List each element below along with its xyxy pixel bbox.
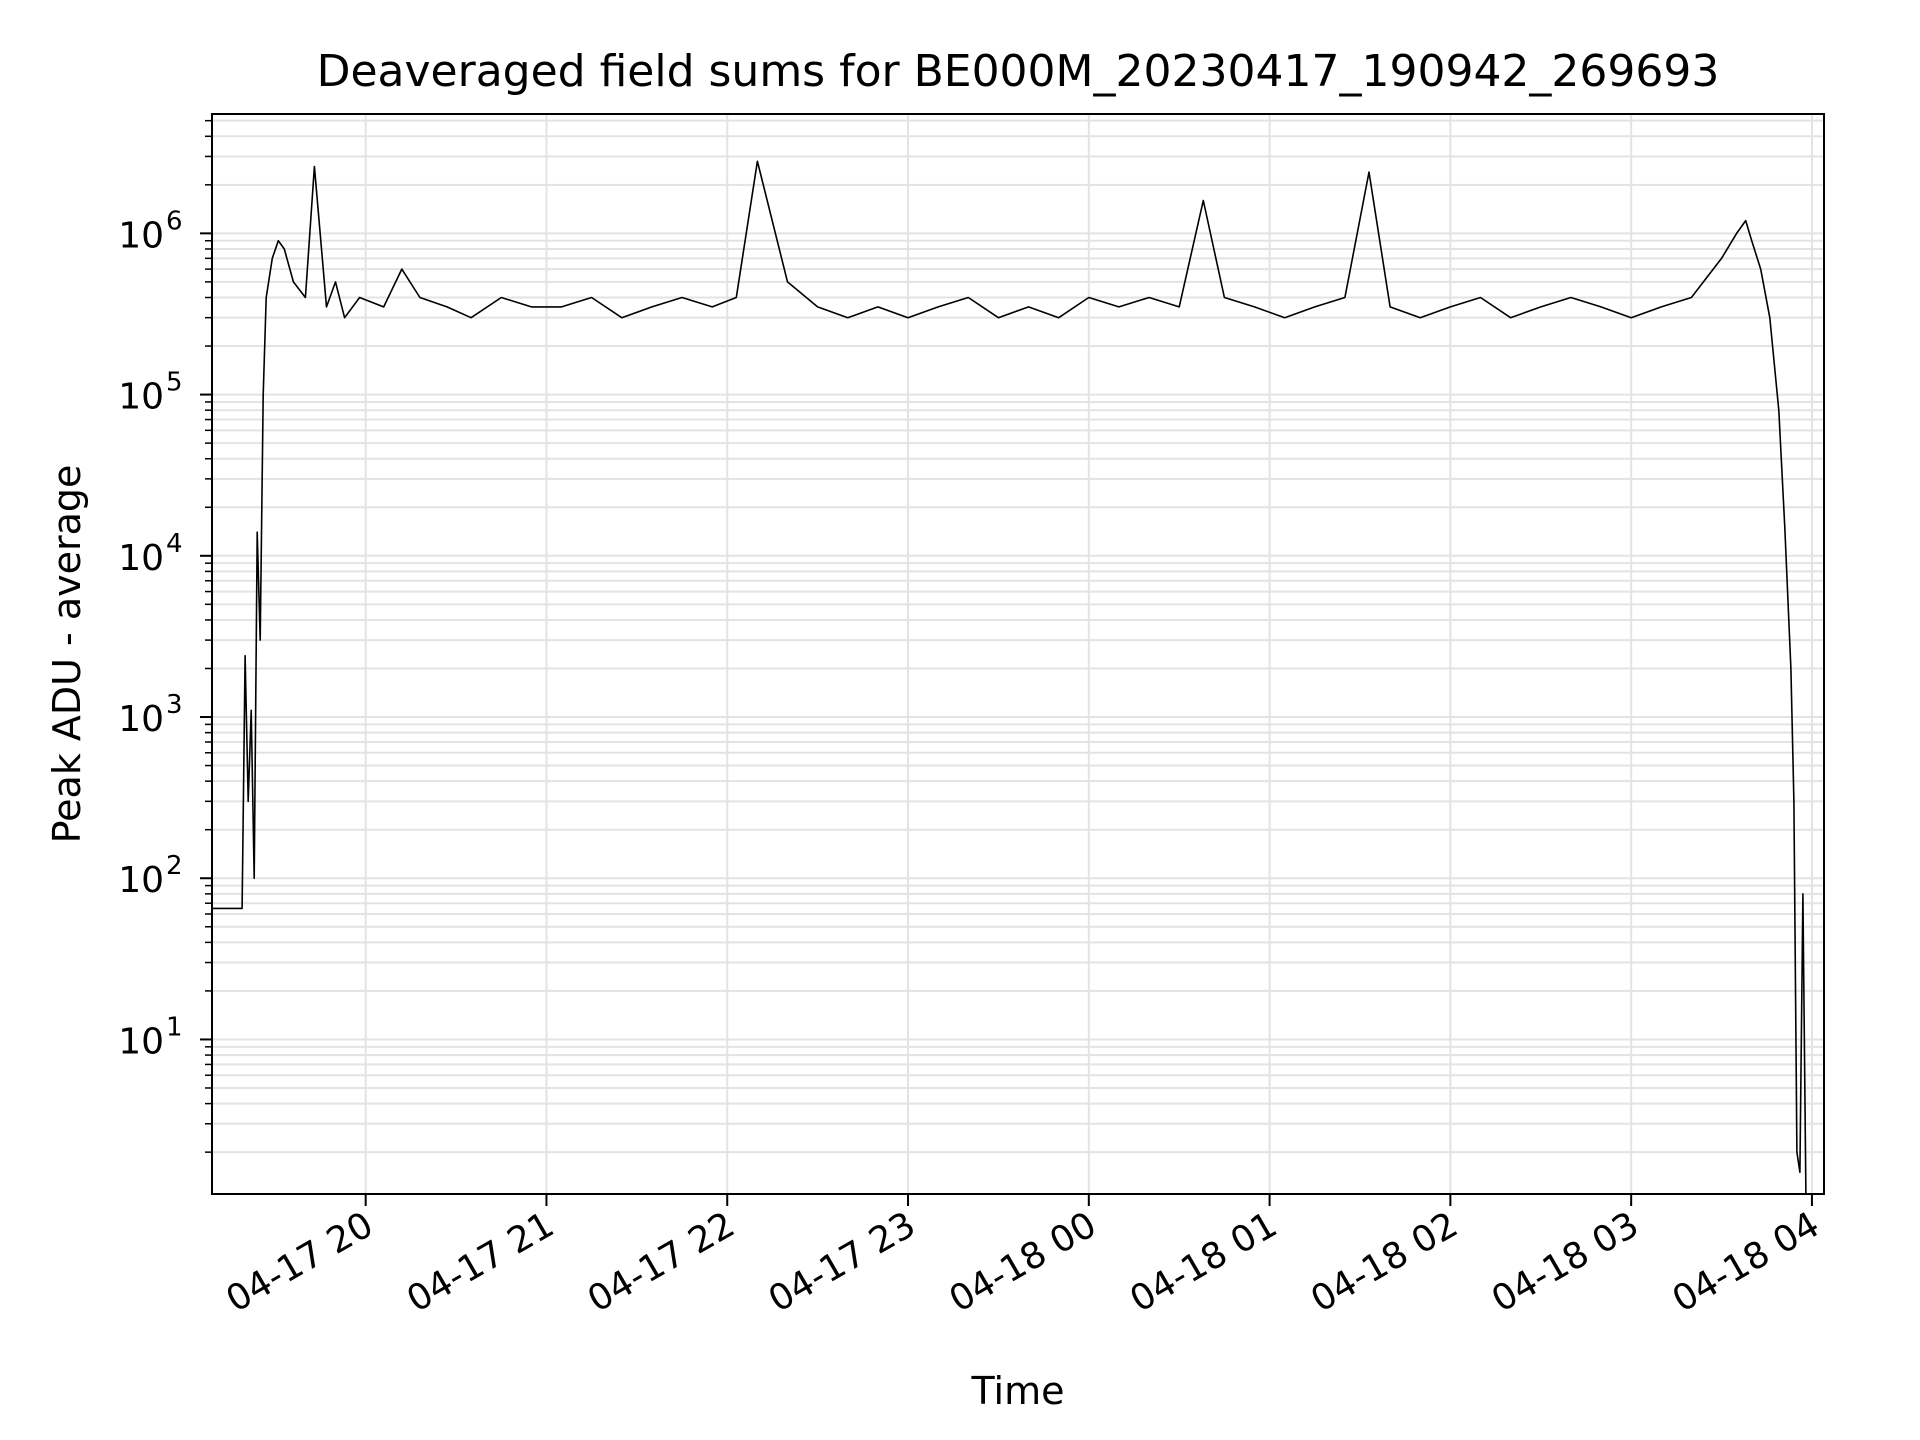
- y-axis-label: Peak ADU - average: [45, 465, 89, 844]
- y-tick-label: 10: [118, 860, 164, 901]
- y-tick-exponent: 3: [166, 690, 183, 720]
- series-layer: [212, 160, 1809, 1194]
- y-tick-label: 10: [118, 377, 164, 418]
- y-tick-exponent: 4: [166, 529, 183, 559]
- y-tick-label: 10: [118, 538, 164, 579]
- y-tick-exponent: 2: [166, 851, 183, 881]
- x-axis-label: Time: [971, 1369, 1065, 1413]
- y-tick-label: 10: [118, 215, 164, 256]
- chart-title: Deaveraged field sums for BE000M_2023041…: [317, 46, 1720, 97]
- minor-gridlines: [212, 119, 1824, 1154]
- y-tick-label: 10: [118, 1021, 164, 1062]
- y-tick-exponent: 1: [166, 1012, 183, 1042]
- major-gridlines: [212, 114, 1824, 1194]
- y-tick-exponent: 6: [166, 206, 183, 236]
- y-tick-exponent: 5: [166, 368, 183, 398]
- series-line: [212, 160, 1809, 1194]
- y-tick-label: 10: [118, 699, 164, 740]
- plot-frame: [211, 113, 1825, 1195]
